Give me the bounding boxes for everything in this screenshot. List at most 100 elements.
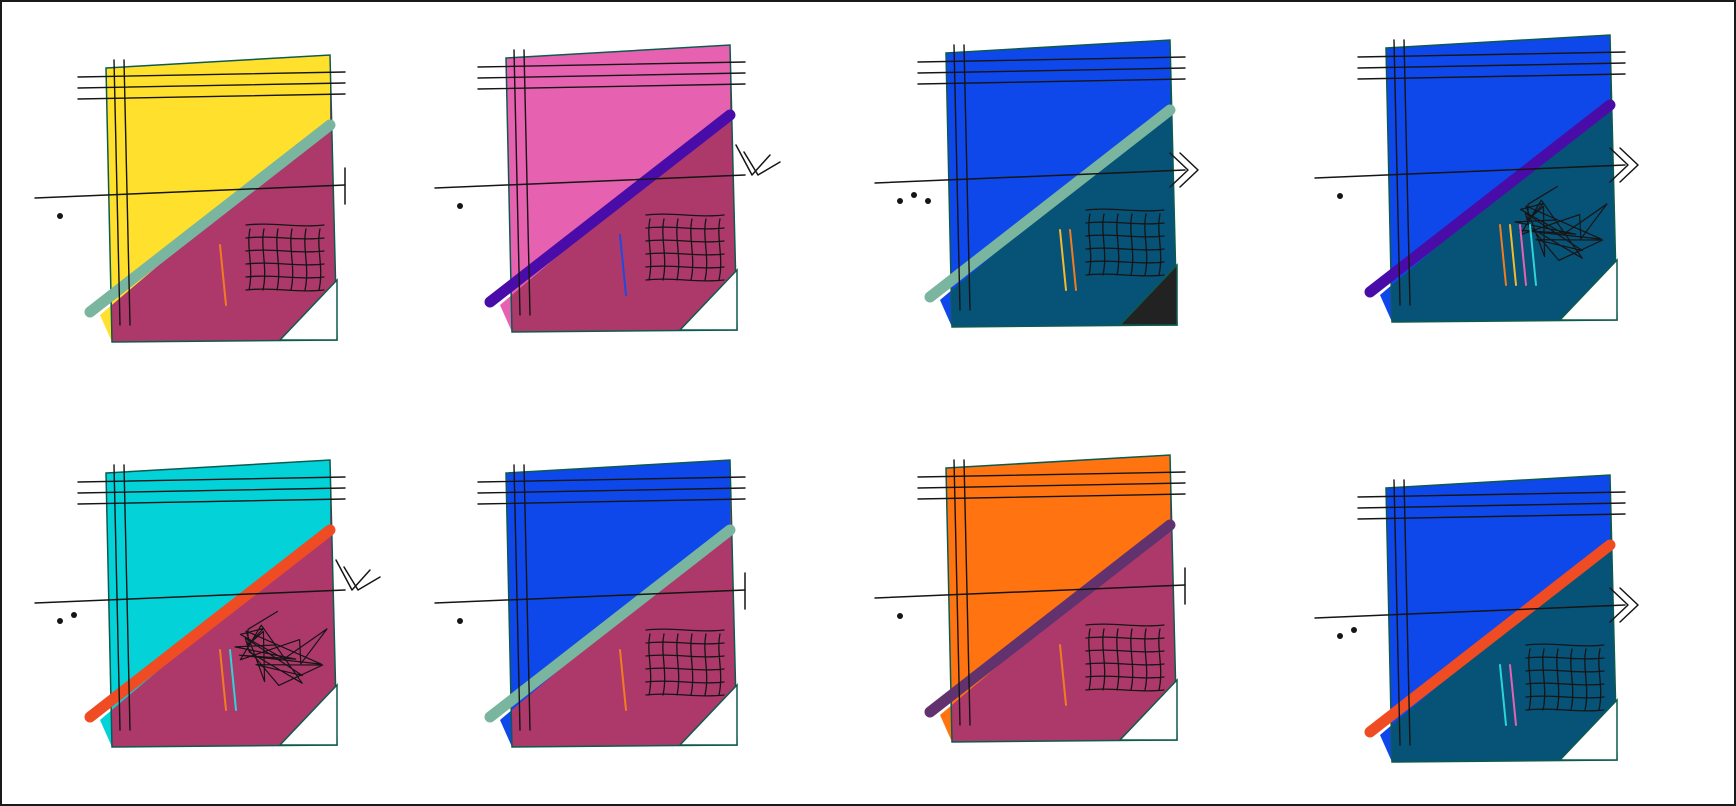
arrow-head [1619, 587, 1639, 623]
ruled-line [477, 498, 746, 505]
ruled-line [917, 471, 1186, 478]
grid-scribble [645, 213, 725, 282]
artwork-card-4 [1314, 34, 1639, 323]
arrow-shaft [874, 584, 1186, 599]
accent-stroke [1059, 644, 1067, 706]
artwork-card-5 [34, 459, 381, 748]
vertical-line [513, 49, 521, 316]
artwork-card-1 [34, 54, 346, 343]
vertical-line [113, 59, 121, 326]
vertical-line [523, 49, 531, 316]
ink-dot [1337, 193, 1343, 199]
ruled-line [917, 56, 1186, 63]
arrow-head [1609, 587, 1629, 623]
ruled-line [1357, 502, 1626, 509]
ruled-line [477, 61, 746, 68]
accent-stroke [1509, 224, 1517, 286]
artwork-card-2 [434, 44, 781, 333]
vertical-line [963, 459, 971, 726]
ink-dot [1351, 627, 1357, 633]
ink-dot [71, 612, 77, 618]
ink-dot [1337, 633, 1343, 639]
arrow-head [1619, 147, 1639, 183]
diagonal-band [484, 524, 736, 723]
grid-scribble [1085, 623, 1165, 692]
cards-layer [34, 34, 1639, 763]
arrow-shaft [34, 589, 346, 604]
diagonal-band [924, 519, 1176, 718]
accent-stroke [619, 649, 627, 711]
arrow-shaft [1314, 164, 1626, 179]
arrow-head [1609, 147, 1629, 183]
vertical-line [1393, 39, 1401, 306]
artwork-card-7 [874, 454, 1186, 743]
ink-dot [897, 198, 903, 204]
ruled-line [477, 476, 746, 483]
ink-dot [457, 203, 463, 209]
ink-dot [57, 618, 63, 624]
arrow-shaft [434, 174, 746, 189]
arrow-shaft [34, 184, 346, 199]
arrow-shaft [1314, 604, 1626, 619]
vertical-line [123, 59, 131, 326]
ruled-line [1357, 62, 1626, 69]
vertical-line [1403, 39, 1411, 306]
ruled-line [1357, 513, 1626, 520]
diagonal-band [484, 109, 736, 308]
accent-stroke [1499, 224, 1507, 286]
ruled-line [477, 83, 746, 90]
arrow-fletch [735, 144, 771, 176]
arrow-fletch [743, 151, 781, 176]
arrow-shaft [434, 589, 746, 604]
ruled-line [1357, 491, 1626, 498]
folded-corner [278, 683, 338, 746]
accent-stroke [619, 234, 627, 296]
diagonal-band [1364, 539, 1616, 738]
artwork-card-8 [1314, 474, 1639, 763]
vertical-line [523, 464, 531, 731]
grid-scribble [645, 628, 725, 697]
panel-upper-shape [1380, 35, 1610, 322]
folded-corner [1118, 263, 1178, 326]
grid-scribble [1525, 643, 1605, 712]
accent-stroke [229, 649, 237, 711]
ruled-line [917, 493, 1186, 500]
accent-stroke [1519, 224, 1527, 286]
ink-dot [911, 192, 917, 198]
ruled-line [477, 487, 746, 494]
ruled-line [917, 78, 1186, 85]
ruled-line [1357, 51, 1626, 58]
panel-upper-shape [100, 460, 330, 747]
ruled-line [477, 72, 746, 79]
arrow-head [1179, 152, 1199, 188]
tangle-scribble [1514, 185, 1608, 261]
ink-dot [925, 198, 931, 204]
ruled-line [77, 498, 346, 505]
arrow-fletch [343, 566, 381, 591]
tangle-scribble [234, 610, 328, 686]
artwork-card-3 [874, 39, 1199, 328]
vertical-line [953, 459, 961, 726]
ink-dot [57, 213, 63, 219]
arrow-fletch [335, 559, 371, 591]
vertical-line [1403, 479, 1411, 746]
folded-corner [678, 683, 738, 746]
folded-corner [1558, 698, 1618, 761]
panel-upper-shape [500, 460, 730, 747]
diagonal-band [84, 524, 336, 723]
ruled-line [917, 482, 1186, 489]
ink-dot [897, 613, 903, 619]
ruled-line [917, 67, 1186, 74]
artwork-card-6 [434, 459, 746, 748]
vertical-line [953, 44, 961, 311]
accent-stroke [219, 649, 227, 711]
vertical-line [1393, 479, 1401, 746]
folded-corner [1558, 258, 1618, 321]
accent-stroke [1499, 664, 1507, 726]
ruled-line [77, 82, 346, 89]
vertical-line [963, 44, 971, 311]
vertical-line [113, 464, 121, 731]
arrow-head [1169, 152, 1189, 188]
